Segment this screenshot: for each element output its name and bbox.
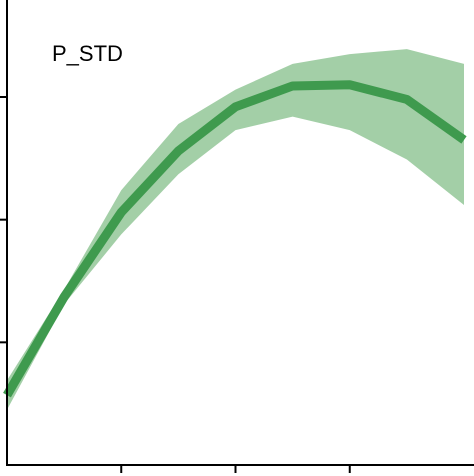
chart-title: P_STD: [52, 41, 123, 66]
line: [3, 80, 467, 398]
confidence-band: [7, 49, 464, 410]
